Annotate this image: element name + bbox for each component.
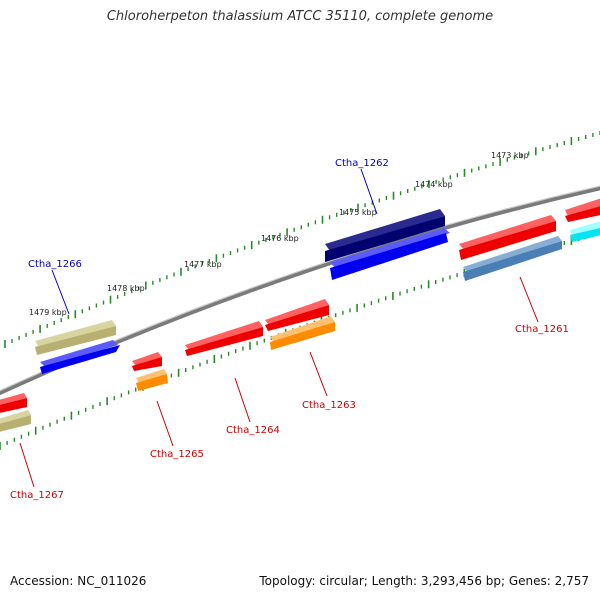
gene-label-ctha-1264[interactable]: Ctha_1264	[226, 425, 280, 436]
leader-ctha-1265	[156, 400, 174, 447]
gene-ctha-1265-orange[interactable]	[136, 369, 168, 391]
gene-ctha-1267-red[interactable]	[0, 393, 27, 414]
gene-ctha-1263-orange[interactable]	[270, 316, 335, 350]
kbp-label-1477: 1477 kbp	[184, 260, 222, 269]
genome-backbone	[0, 185, 600, 396]
gene-label-ctha-1266[interactable]: Ctha_1266	[28, 259, 82, 270]
leader-ctha-1263	[309, 351, 328, 397]
leader-ctha-1261	[519, 276, 539, 323]
genome-summary-text: Topology: circular; Length: 3,293,456 bp…	[259, 574, 589, 588]
gene-ctha-1266-blue[interactable]	[40, 340, 120, 374]
gene-edge-cyan[interactable]	[570, 220, 600, 242]
gene-ctha-1267-khaki[interactable]	[0, 410, 31, 433]
genome-backbone-highlight	[0, 185, 600, 392]
leader-ctha-1267	[19, 442, 35, 488]
gene-label-ctha-1262[interactable]: Ctha_1262	[335, 158, 389, 169]
gene-label-ctha-1265[interactable]: Ctha_1265	[150, 449, 204, 460]
kbp-label-1478: 1478 kbp	[107, 284, 145, 293]
gene-ctha-1266-khaki[interactable]	[35, 320, 116, 355]
leader-ctha-1262	[360, 168, 378, 215]
leader-ctha-1266	[51, 269, 70, 315]
gene-ctha-1263-red[interactable]	[265, 299, 329, 331]
outer-scale-ticks	[4, 131, 600, 348]
leader-ctha-1264	[234, 377, 251, 423]
kbp-label-1476: 1476 kbp	[261, 234, 299, 243]
gene-ctha-1261-steelblue[interactable]	[463, 236, 562, 281]
gene-edge-red[interactable]	[565, 197, 600, 222]
gene-ctha-1264-red[interactable]	[185, 321, 263, 356]
kbp-label-1475: 1475 kbp	[339, 208, 377, 217]
accession-text: Accession: NC_011026	[10, 574, 147, 588]
map-title: Chloroherpeton thalassium ATCC 35110, co…	[106, 9, 494, 24]
gene-ctha-1262-navy[interactable]	[325, 209, 445, 262]
gene-ctha-1265-red[interactable]	[132, 352, 162, 371]
gene-label-ctha-1263[interactable]: Ctha_1263	[302, 400, 356, 411]
kbp-label-1474: 1474 kbp	[415, 180, 453, 189]
gene-ctha-1262-blue[interactable]	[330, 228, 450, 280]
kbp-label-1479: 1479 kbp	[29, 308, 67, 317]
gene-ctha-1261-red[interactable]	[459, 215, 556, 260]
kbp-label-1473: 1473 kbp	[491, 151, 529, 160]
gene-label-ctha-1261[interactable]: Ctha_1261	[515, 324, 569, 335]
gene-label-ctha-1267[interactable]: Ctha_1267	[10, 490, 64, 501]
